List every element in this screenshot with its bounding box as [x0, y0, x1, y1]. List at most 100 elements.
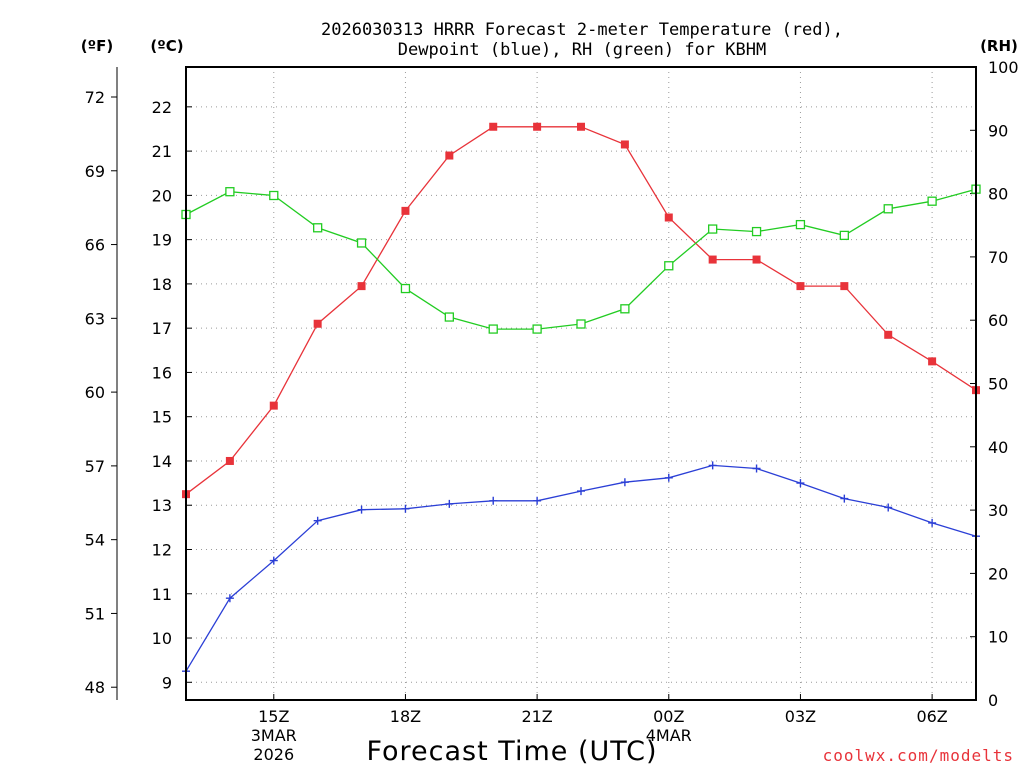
temperature-point: [533, 122, 542, 131]
dewpoint-point: [269, 556, 278, 565]
rh-point: [356, 238, 367, 248]
temperature-point: [752, 255, 761, 264]
rh-line: [185, 188, 977, 330]
rh-point: [839, 230, 849, 241]
rh-point: [532, 324, 542, 334]
series-layer: [181, 122, 981, 676]
celsius-tick-label: 12: [152, 540, 172, 559]
plot-frame: [185, 66, 977, 701]
rh-point: [751, 226, 762, 237]
rh-point: [444, 312, 454, 322]
rh-unit-label: (RH): [980, 37, 1018, 55]
temperature-point: [225, 456, 234, 465]
dewpoint-point: [840, 494, 849, 503]
x-axis-title: Forecast Time (UTC): [366, 736, 657, 767]
temperature-point: [884, 330, 893, 339]
rh-tick-label: 50: [988, 375, 1008, 394]
rh-tick-label: 60: [988, 311, 1008, 330]
dewpoint-line: [185, 464, 977, 672]
x-tick-label: 03Z: [785, 707, 816, 726]
x-tick-date-label: 3MAR: [251, 726, 297, 745]
chart-title-line2: Dewpoint (blue), RH (green) for KBHM: [398, 40, 766, 60]
rh-tick-label: 100: [988, 58, 1019, 77]
rh-tick-label: 10: [988, 628, 1008, 647]
temperature-point: [840, 282, 849, 291]
temperature-point: [577, 122, 585, 131]
celsius-tick-label: 21: [152, 142, 172, 161]
dewpoint-point: [313, 516, 322, 525]
rh-point: [883, 204, 893, 214]
axis-layer: 9 10 11 12 13 14 15 16 17 18 19 20 21 22 48 51 54 57 60 63 6…: [85, 58, 1019, 764]
rh-tick-label: 70: [988, 248, 1008, 267]
dewpoint-point: [620, 478, 629, 487]
rh-tick-label: 40: [988, 438, 1008, 457]
dewpoint-point: [225, 594, 234, 603]
rh-point: [664, 261, 674, 271]
fahrenheit-tick-label: 54: [85, 531, 105, 550]
rh-point: [620, 304, 630, 314]
rh-point: [269, 190, 279, 201]
celsius-tick-label: 16: [152, 363, 172, 382]
rh-tick-label: 20: [988, 564, 1008, 583]
x-tick-date-label: 4MAR: [646, 726, 692, 745]
fahrenheit-tick-label: 51: [85, 604, 105, 623]
fahrenheit-tick-label: 48: [85, 678, 105, 697]
dewpoint-point: [357, 505, 366, 514]
rh-point: [708, 224, 718, 234]
x-tick-label: 15Z: [258, 707, 289, 726]
celsius-tick-label: 11: [152, 585, 172, 604]
dewpoint-point: [928, 518, 937, 527]
temperature-point: [357, 282, 366, 291]
x-tick-label: 00Z: [653, 707, 684, 726]
temperature-point: [664, 213, 673, 222]
celsius-tick-label: 10: [152, 629, 172, 648]
celsius-tick-label: 15: [152, 408, 172, 427]
celsius-tick-label: 9: [162, 673, 172, 692]
rh-tick-label: 90: [988, 121, 1008, 140]
x-tick-label: 18Z: [390, 707, 421, 726]
dewpoint-point: [752, 464, 761, 473]
x-tick-label: 06Z: [916, 707, 947, 726]
dewpoint-point: [533, 496, 542, 505]
celsius-tick-label: 14: [152, 452, 172, 471]
dewpoint-point: [884, 503, 893, 512]
temperature-line: [185, 126, 977, 495]
temperature-point: [489, 122, 498, 131]
dewpoint-point: [445, 499, 454, 508]
celsius-tick-label: 13: [152, 496, 172, 515]
celsius-tick-label: 18: [152, 275, 172, 294]
temperature-point: [445, 151, 454, 160]
chart-title-line1: 2026030313 HRRR Forecast 2-meter Tempera…: [321, 20, 843, 40]
rh-point: [225, 187, 235, 197]
fahrenheit-tick-label: 60: [85, 383, 105, 402]
fahrenheit-tick-label: 66: [85, 236, 105, 255]
dewpoint-point: [401, 504, 410, 513]
temperature-point: [313, 319, 322, 328]
rh-point: [488, 324, 498, 334]
rh-tick-label: 0: [988, 691, 998, 710]
rh-point: [576, 319, 586, 329]
x-tick-label: 21Z: [521, 707, 552, 726]
temperature-point: [401, 206, 410, 215]
temperature-point: [708, 255, 717, 264]
celsius-tick-label: 17: [152, 319, 172, 338]
rh-tick-label: 80: [988, 185, 1008, 204]
fahrenheit-tick-label: 69: [85, 162, 105, 181]
celsius-tick-label: 19: [152, 231, 172, 250]
grid-layer: [186, 67, 976, 700]
fahrenheit-unit-label: (ºF): [81, 37, 113, 55]
celsius-unit-label: (ºC): [150, 37, 183, 55]
rh-point: [927, 196, 937, 206]
x-tick-year-label: 2026: [253, 745, 294, 764]
credit-label: coolwx.com/modelts: [823, 746, 1014, 765]
celsius-tick-label: 22: [152, 98, 172, 117]
dewpoint-point: [796, 479, 805, 488]
fahrenheit-tick-label: 57: [85, 457, 105, 476]
dewpoint-point: [489, 496, 498, 505]
temperature-point: [269, 401, 278, 410]
rh-point: [400, 283, 411, 294]
dewpoint-point: [708, 461, 717, 470]
temperature-point: [796, 282, 805, 291]
temperature-point: [928, 357, 937, 366]
